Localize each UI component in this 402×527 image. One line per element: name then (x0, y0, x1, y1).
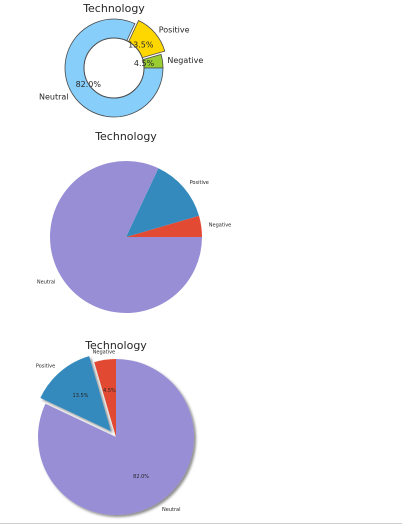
donut-label-neutral: Neutral (39, 92, 69, 101)
donut-pct-negative: 4.5% (134, 59, 155, 68)
bottom-divider (0, 523, 402, 524)
donut-pct-neutral: 82.0% (76, 80, 102, 89)
shadow-label-neutral: Neutral (162, 507, 180, 513)
shadow-label-positive: Positive (36, 363, 55, 369)
donut-label-positive: Positive (159, 25, 190, 34)
donut-chart-title: Technology (82, 2, 145, 15)
shadow-pct-negative: 4.5% (103, 388, 116, 394)
shadow-pct-positive: 13.5% (73, 393, 89, 399)
shadow-pie-chart: Technology Negative4.5%Positive13.5%Neut… (36, 339, 194, 515)
shadow-pct-neutral: 82.0% (133, 474, 149, 480)
plain-label-positive: Positive (190, 180, 209, 186)
plain-pie-chart-title: Technology (94, 130, 157, 143)
donut-pct-positive: 13.5% (128, 41, 154, 50)
plain-label-neutral: Neutral (37, 279, 55, 285)
plain-label-negative: Negative (209, 223, 231, 229)
donut-chart: Technology Negative 4.5% Positive 13.5% Neut… (39, 2, 203, 117)
donut-label-negative: Negative (167, 56, 203, 65)
plain-pie-chart: Technology Negative Positive Neutral (37, 130, 231, 313)
shadow-label-negative: Negative (93, 350, 115, 356)
